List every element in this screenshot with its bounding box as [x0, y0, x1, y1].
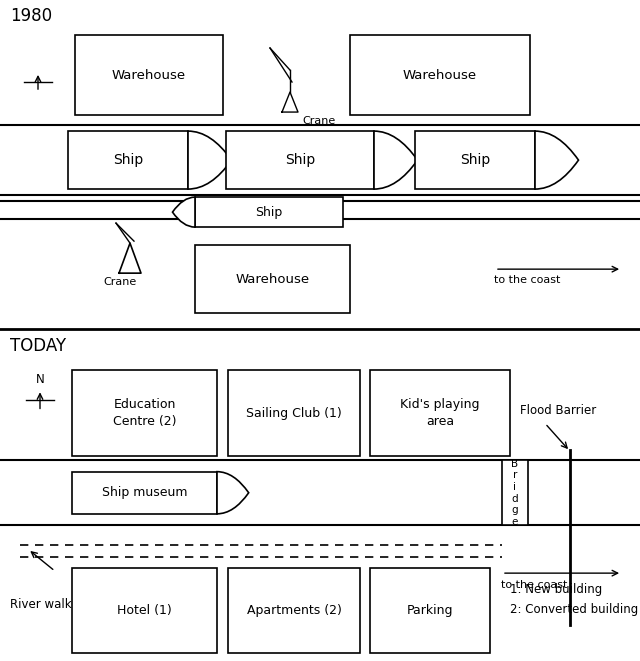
Text: River walk: River walk	[10, 598, 72, 611]
Bar	[72, 370, 217, 456]
Bar	[72, 568, 217, 653]
Text: Parking: Parking	[407, 604, 453, 617]
PathPatch shape	[217, 472, 249, 514]
Bar	[72, 472, 217, 514]
Bar	[195, 245, 350, 313]
Text: Ship: Ship	[255, 206, 283, 219]
Bar	[195, 197, 343, 227]
Bar	[415, 131, 535, 189]
Text: Ship: Ship	[113, 153, 143, 167]
Text: Crane: Crane	[302, 116, 335, 126]
PathPatch shape	[173, 197, 195, 227]
Text: to the coast: to the coast	[494, 275, 561, 285]
PathPatch shape	[188, 131, 232, 189]
Text: to the coast: to the coast	[501, 580, 568, 590]
Text: Sailing Club (1): Sailing Club (1)	[246, 407, 342, 420]
Bar	[226, 131, 374, 189]
Bar	[68, 131, 188, 189]
Bar	[370, 370, 510, 456]
Text: 1: New building: 1: New building	[510, 582, 602, 596]
Text: Warehouse: Warehouse	[236, 272, 310, 286]
Text: Warehouse: Warehouse	[403, 69, 477, 81]
Text: 2: Converted building: 2: Converted building	[510, 603, 638, 615]
Text: Ship: Ship	[285, 153, 315, 167]
Bar	[350, 35, 530, 115]
Text: TODAY: TODAY	[10, 338, 66, 356]
Text: B
r
i
d
g
e: B r i d g e	[511, 459, 518, 527]
Text: Hotel (1): Hotel (1)	[117, 604, 172, 617]
Bar	[228, 370, 360, 456]
Bar	[75, 35, 223, 115]
Text: Education
Centre (2): Education Centre (2)	[113, 399, 176, 428]
Text: Ship: Ship	[460, 153, 490, 167]
Text: N: N	[36, 373, 44, 387]
Text: Warehouse: Warehouse	[112, 69, 186, 81]
Text: Kid's playing
area: Kid's playing area	[400, 399, 480, 428]
Text: Apartments (2): Apartments (2)	[246, 604, 341, 617]
Bar	[228, 568, 360, 653]
PathPatch shape	[535, 131, 579, 189]
Bar	[370, 568, 490, 653]
Text: Flood Barrier: Flood Barrier	[520, 405, 596, 417]
Text: Ship museum: Ship museum	[102, 486, 188, 499]
Text: Crane: Crane	[104, 277, 136, 287]
PathPatch shape	[374, 131, 417, 189]
Text: 1980: 1980	[10, 7, 52, 25]
Bar	[502, 460, 528, 525]
